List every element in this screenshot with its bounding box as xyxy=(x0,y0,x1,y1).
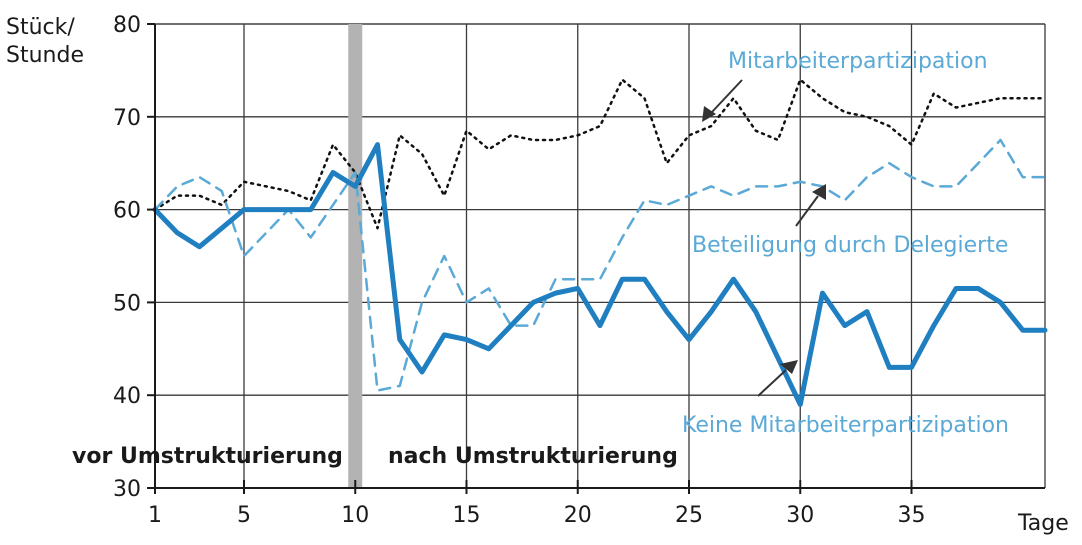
y-tick-label-50: 50 xyxy=(113,291,141,316)
y-tick-label-60: 60 xyxy=(113,199,141,224)
series-label-mitarbeiterpartizipation: Mitarbeiterpartizipation xyxy=(728,49,988,74)
phase-label-after: nach Umstrukturierung xyxy=(388,444,678,469)
annotation-arrow-mitarbeiterpartizipation xyxy=(702,79,743,122)
x-tick-label-5: 5 xyxy=(237,503,251,528)
x-tick-label-25: 25 xyxy=(675,503,703,528)
annotation-arrow-beteiligung xyxy=(795,184,826,227)
series-line-beteiligung-durch-delegierte xyxy=(153,138,1047,392)
x-tick-label-30: 30 xyxy=(786,503,814,528)
y-tick-label-70: 70 xyxy=(113,106,141,131)
restructuring-divider xyxy=(348,24,363,488)
x-tick-label-20: 20 xyxy=(564,503,592,528)
annotation-arrow-keine xyxy=(757,360,798,397)
phase-label-before: vor Umstrukturierung xyxy=(72,444,343,469)
series-label-beteiligung-durch-delegierte: Beteiligung durch Delegierte xyxy=(692,233,1008,258)
y-axis-title-line-1: Stück/ xyxy=(6,15,75,40)
y-tick-label-30: 30 xyxy=(113,477,141,502)
x-tick-label-10: 10 xyxy=(341,503,369,528)
x-tick-label-1: 1 xyxy=(148,503,162,528)
series-layer xyxy=(152,78,1048,407)
x-tick-label-35: 35 xyxy=(898,503,926,528)
x-axis-title: Tage xyxy=(1017,511,1069,536)
series-label-keine-mitarbeiterpartizipation: Keine Mitarbeiterpartizipation xyxy=(682,413,1009,438)
y-axis-title: Stück/ Stunde xyxy=(6,15,84,68)
y-axis-title-line-2: Stunde xyxy=(6,43,84,68)
y-tick-label-40: 40 xyxy=(113,384,141,409)
x-tick-label-15: 15 xyxy=(453,503,481,528)
series-line-keine-mitarbeiterpartizipation xyxy=(152,142,1048,407)
y-tick-label-80: 80 xyxy=(113,13,141,38)
